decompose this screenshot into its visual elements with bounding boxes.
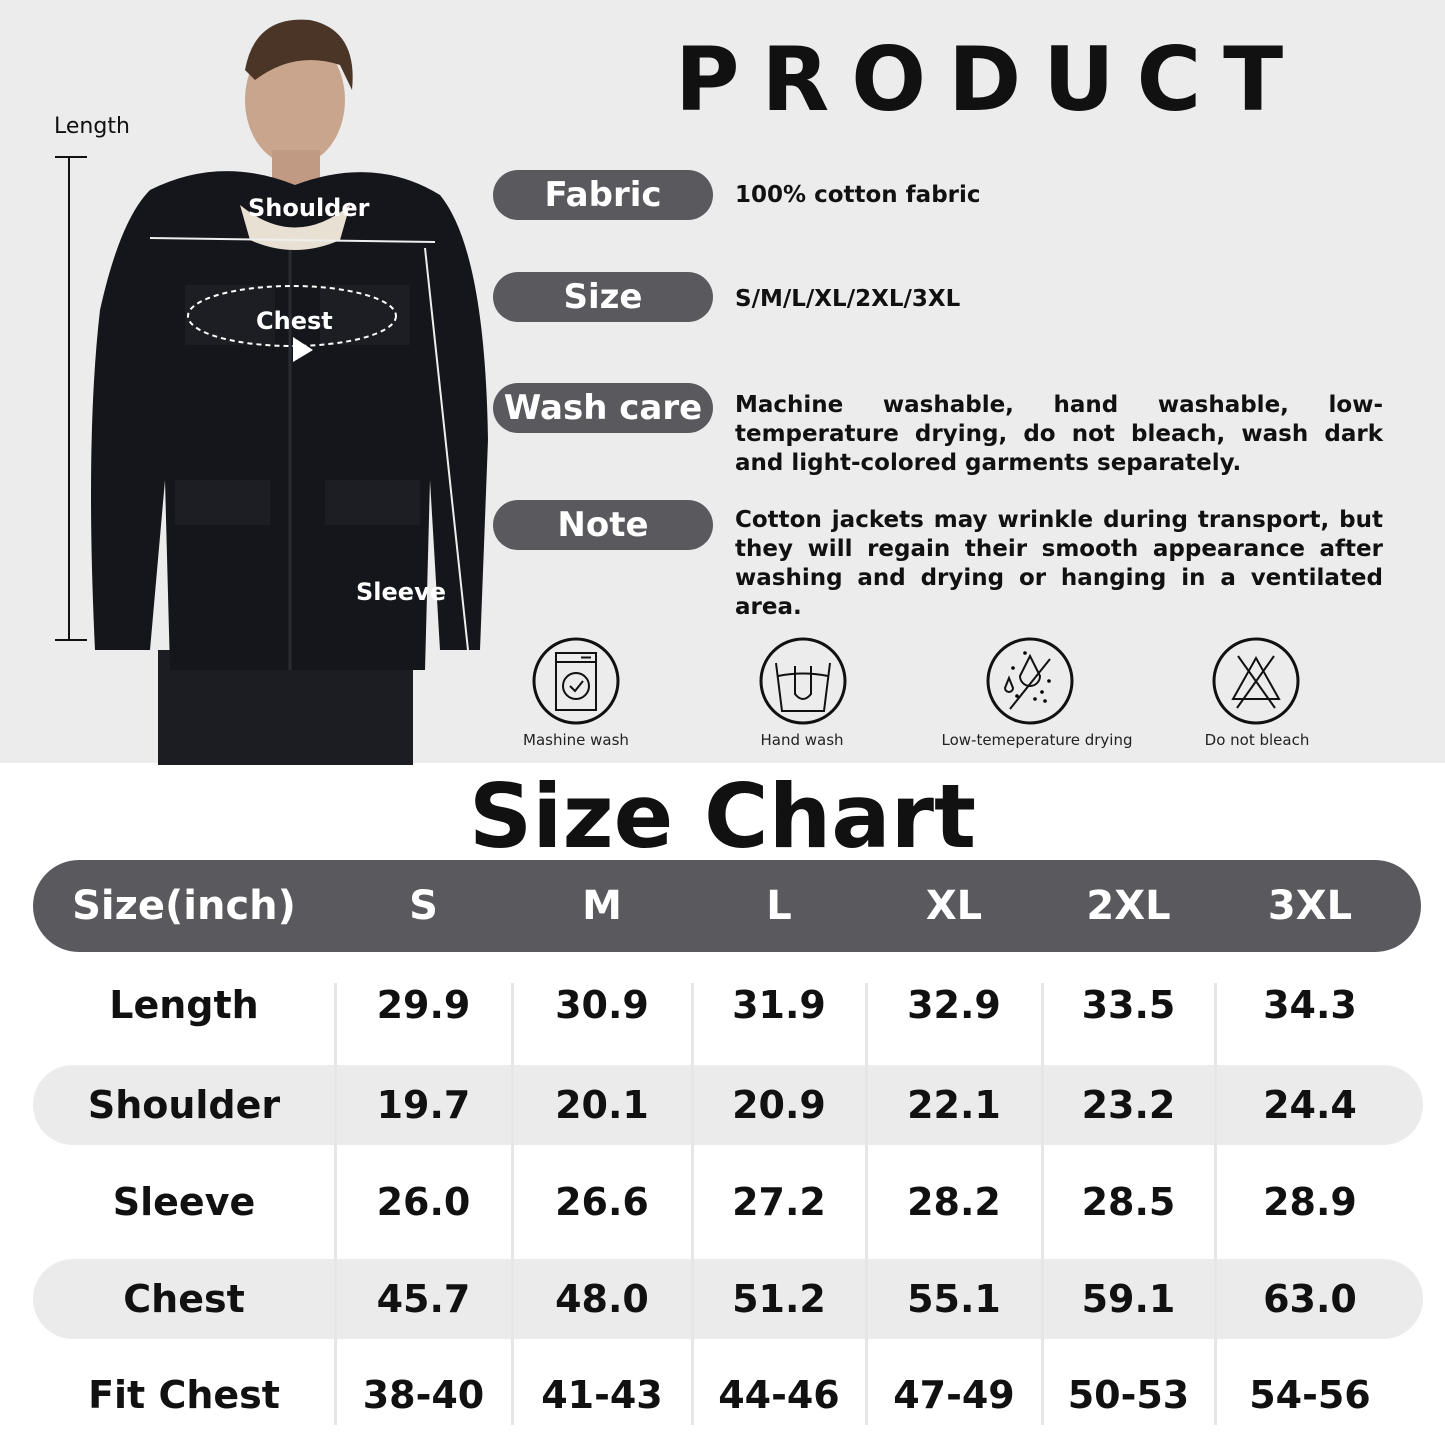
table-cell: 54-56 [1249, 1373, 1371, 1417]
header-cell: S [409, 883, 438, 929]
header-cell: M [582, 883, 622, 929]
row-label: Chest [123, 1277, 245, 1321]
do-not-bleach-icon [1212, 637, 1300, 725]
table-cell: 50-53 [1067, 1373, 1190, 1417]
header-cell: Size(inch) [72, 883, 296, 929]
table-cell: 33.5 [1081, 983, 1176, 1027]
spec-label-note: Note [493, 500, 713, 550]
table-cell: 20.9 [732, 1083, 826, 1127]
table-cell: 26.6 [555, 1179, 649, 1224]
table-cell: 63.0 [1263, 1277, 1357, 1321]
shoulder-label: Shoulder [248, 194, 370, 222]
table-cell: 32.9 [907, 983, 1001, 1027]
column-divider [865, 983, 868, 1425]
spec-label-wash-care: Wash care [493, 383, 713, 433]
size-chart-title: Size Chart [468, 765, 977, 868]
spec-value-size: S/M/L/XL/2XL/3XL [735, 286, 961, 312]
column-divider [1214, 983, 1217, 1425]
table-cell: 59.1 [1081, 1277, 1176, 1321]
table-cell: 47-49 [893, 1373, 1015, 1417]
care-label-do-not-bleach: Do not bleach [1204, 731, 1310, 749]
table-cell: 44-46 [718, 1373, 840, 1417]
table-cell: 48.0 [555, 1277, 649, 1321]
table-cell: 55.1 [907, 1277, 1001, 1321]
header-cell: XL [925, 883, 983, 929]
size-chart-header [33, 860, 1421, 952]
row-band-shoulder [33, 1065, 1423, 1145]
spec-label-size: Size [493, 272, 713, 322]
product-title: PRODUCT [675, 28, 1306, 131]
care-label-low-temperature-drying: Low-temeperature drying [941, 731, 1133, 749]
care-label-hand-wash: Hand wash [760, 731, 844, 749]
row-label: Sleeve [112, 1179, 256, 1224]
care-label-machine-wash: Mashine wash [523, 731, 629, 749]
table-cell: 28.2 [907, 1179, 1001, 1224]
washing-machine-icon [532, 637, 620, 725]
table-cell: 34.3 [1263, 983, 1357, 1027]
column-divider [511, 983, 514, 1425]
row-label: Length [109, 983, 259, 1027]
length-label: Length [54, 114, 130, 139]
row-band-chest [33, 1259, 1423, 1339]
table-cell: 23.2 [1081, 1083, 1176, 1127]
table-cell: 24.4 [1263, 1083, 1357, 1127]
spec-value-note: Cotton jackets may wrinkle during transp… [735, 507, 1383, 620]
spec-value-wash-care: Machine washable, hand washable, low-tem… [735, 392, 1383, 476]
spec-label-fabric: Fabric [493, 170, 713, 220]
table-cell: 38-40 [362, 1373, 485, 1417]
table-cell: 45.7 [376, 1277, 471, 1321]
table-cell: 27.2 [732, 1179, 826, 1224]
table-cell: 22.1 [907, 1083, 1001, 1127]
table-cell: 31.9 [732, 983, 826, 1027]
column-divider [1041, 983, 1044, 1425]
table-cell: 28.5 [1081, 1179, 1176, 1224]
column-divider [691, 983, 694, 1425]
table-cell: 51.2 [732, 1277, 826, 1321]
column-divider [334, 983, 337, 1425]
row-label: Fit Chest [88, 1373, 280, 1417]
spec-value-fabric: 100% cotton fabric [735, 182, 981, 208]
jacket-model-photo [55, 19, 488, 765]
table-cell: 20.1 [555, 1083, 649, 1127]
table-cell: 41-43 [541, 1373, 663, 1417]
hand-wash-icon [759, 637, 847, 725]
low-temperature-drying-icon [986, 637, 1074, 725]
row-label: Shoulder [87, 1083, 281, 1127]
header-cell: 3XL [1267, 883, 1353, 929]
table-cell: 28.9 [1263, 1179, 1357, 1224]
header-cell: 2XL [1086, 883, 1171, 929]
table-cell: 29.9 [376, 983, 471, 1027]
sleeve-label: Sleeve [356, 578, 446, 606]
table-cell: 19.7 [376, 1083, 471, 1127]
table-cell: 26.0 [376, 1179, 471, 1224]
chest-label: Chest [256, 307, 333, 335]
header-cell: L [766, 883, 792, 929]
table-cell: 30.9 [555, 983, 649, 1027]
